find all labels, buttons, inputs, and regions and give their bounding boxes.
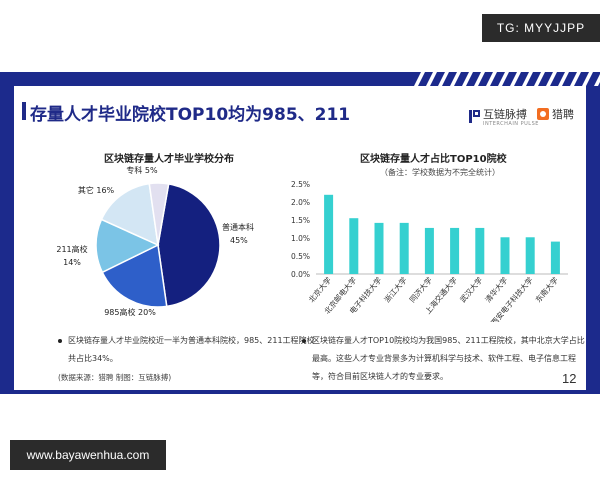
bar: [424, 227, 434, 274]
pie-chart: 普通本科 45% 985高校 20% 211高校 14% 其它 16% 专科 5%: [56, 165, 254, 317]
right-bullet-line-3: 等，符合目前区块链人才的专业要求。: [312, 372, 448, 381]
pie-chart-title: 区块链存量人才毕业学校分布: [104, 154, 234, 165]
pie-slice: [148, 182, 170, 246]
x-tick-label: 东南大学: [533, 274, 560, 304]
y-tick-label: 0.5%: [291, 252, 310, 261]
right-bullet-line-1: 区块链存量人才TOP10院校均为我国985、211工程院校，其中北京大学占比: [312, 336, 585, 345]
bar-chart-note: （备注：学校数据为不完全统计）: [380, 168, 500, 177]
pie-slice-value: 45%: [230, 236, 248, 245]
decorative-stripes: [414, 72, 600, 86]
pie-slice: [95, 218, 160, 274]
liepin-logo-icon: [537, 108, 549, 120]
left-bullet-line-2: 共占比34%。: [68, 354, 118, 363]
y-tick-label: 2.5%: [291, 180, 310, 189]
brand-interchain-sub: INTERCHAIN PULSE: [483, 121, 539, 127]
right-bullet-line-2: 最高。这些人才专业背景多为计算机科学与技术、软件工程、电子信息工程: [312, 354, 576, 363]
x-tick-label: 武汉大学: [457, 274, 484, 304]
left-bullet: 区块链存量人才毕业院校近一半为普通本科院校，985、211工程院校 共占比34%…: [58, 332, 318, 368]
page-number: 12: [562, 371, 577, 386]
bullet-dot: [302, 338, 306, 343]
pie-slice-label: 其它 16%: [78, 185, 115, 195]
y-tick-label: 0.0%: [291, 270, 310, 279]
pie-slice-label: 985高校 20%: [104, 307, 156, 317]
bar-chart: 0.0%0.5%1.0%1.5%2.0%2.5%北京大学北京邮电大学电子科技大学…: [291, 180, 568, 322]
left-bullet-line-1: 区块链存量人才毕业院校近一半为普通本科院校，985、211工程院校: [68, 336, 315, 345]
interchain-logo-icon: [469, 110, 480, 123]
x-tick-label: 北京大学: [306, 274, 333, 304]
y-tick-label: 1.5%: [291, 216, 310, 225]
brand-liepin-name: 猎聘: [552, 108, 574, 121]
pie-slice: [101, 243, 168, 308]
x-tick-label: 西安电子科技大学: [489, 274, 536, 322]
brand-liepin: 猎聘: [537, 106, 574, 122]
brand-interchain: 互链脉搏 INTERCHAIN PULSE: [469, 106, 539, 127]
x-tick-label: 同济大学: [407, 274, 434, 304]
pie-slice-label: 专科 5%: [126, 165, 158, 175]
x-tick-label: 清华大学: [483, 274, 510, 304]
bar: [399, 222, 409, 274]
bar: [349, 218, 359, 274]
pie-slice: [100, 182, 159, 247]
y-tick-label: 2.0%: [291, 198, 310, 207]
brand-interchain-name: 互链脉搏: [483, 108, 527, 121]
watermark-bottom: www.bayawenhua.com: [10, 440, 166, 470]
bar: [475, 227, 485, 274]
pie-slice-label: 211高校: [56, 244, 87, 254]
y-tick-label: 1.0%: [291, 234, 310, 243]
x-tick-label: 浙江大学: [382, 274, 409, 304]
bar: [324, 194, 334, 274]
bullet-dot: [58, 338, 62, 343]
slide-title: 存量人才毕业院校TOP10均为985、211: [30, 105, 351, 125]
bar: [374, 222, 384, 274]
bar: [450, 227, 460, 274]
watermark-top: TG: MYYJJPP: [482, 14, 600, 42]
right-bullet: 区块链存量人才TOP10院校均为我国985、211工程院校，其中北京大学占比 最…: [302, 332, 592, 386]
title-accent: [22, 102, 26, 120]
bar: [525, 237, 535, 274]
bar-chart-title: 区块链存量人才占比TOP10院校: [360, 154, 507, 165]
bar: [500, 237, 510, 274]
pie-slice: [157, 183, 221, 308]
data-source-note: (数据来源：猎聘 制图：互链脉搏): [58, 373, 172, 382]
pie-slice-label: 普通本科: [222, 222, 254, 232]
pie-slice-value: 14%: [63, 258, 81, 267]
bar: [550, 241, 560, 274]
